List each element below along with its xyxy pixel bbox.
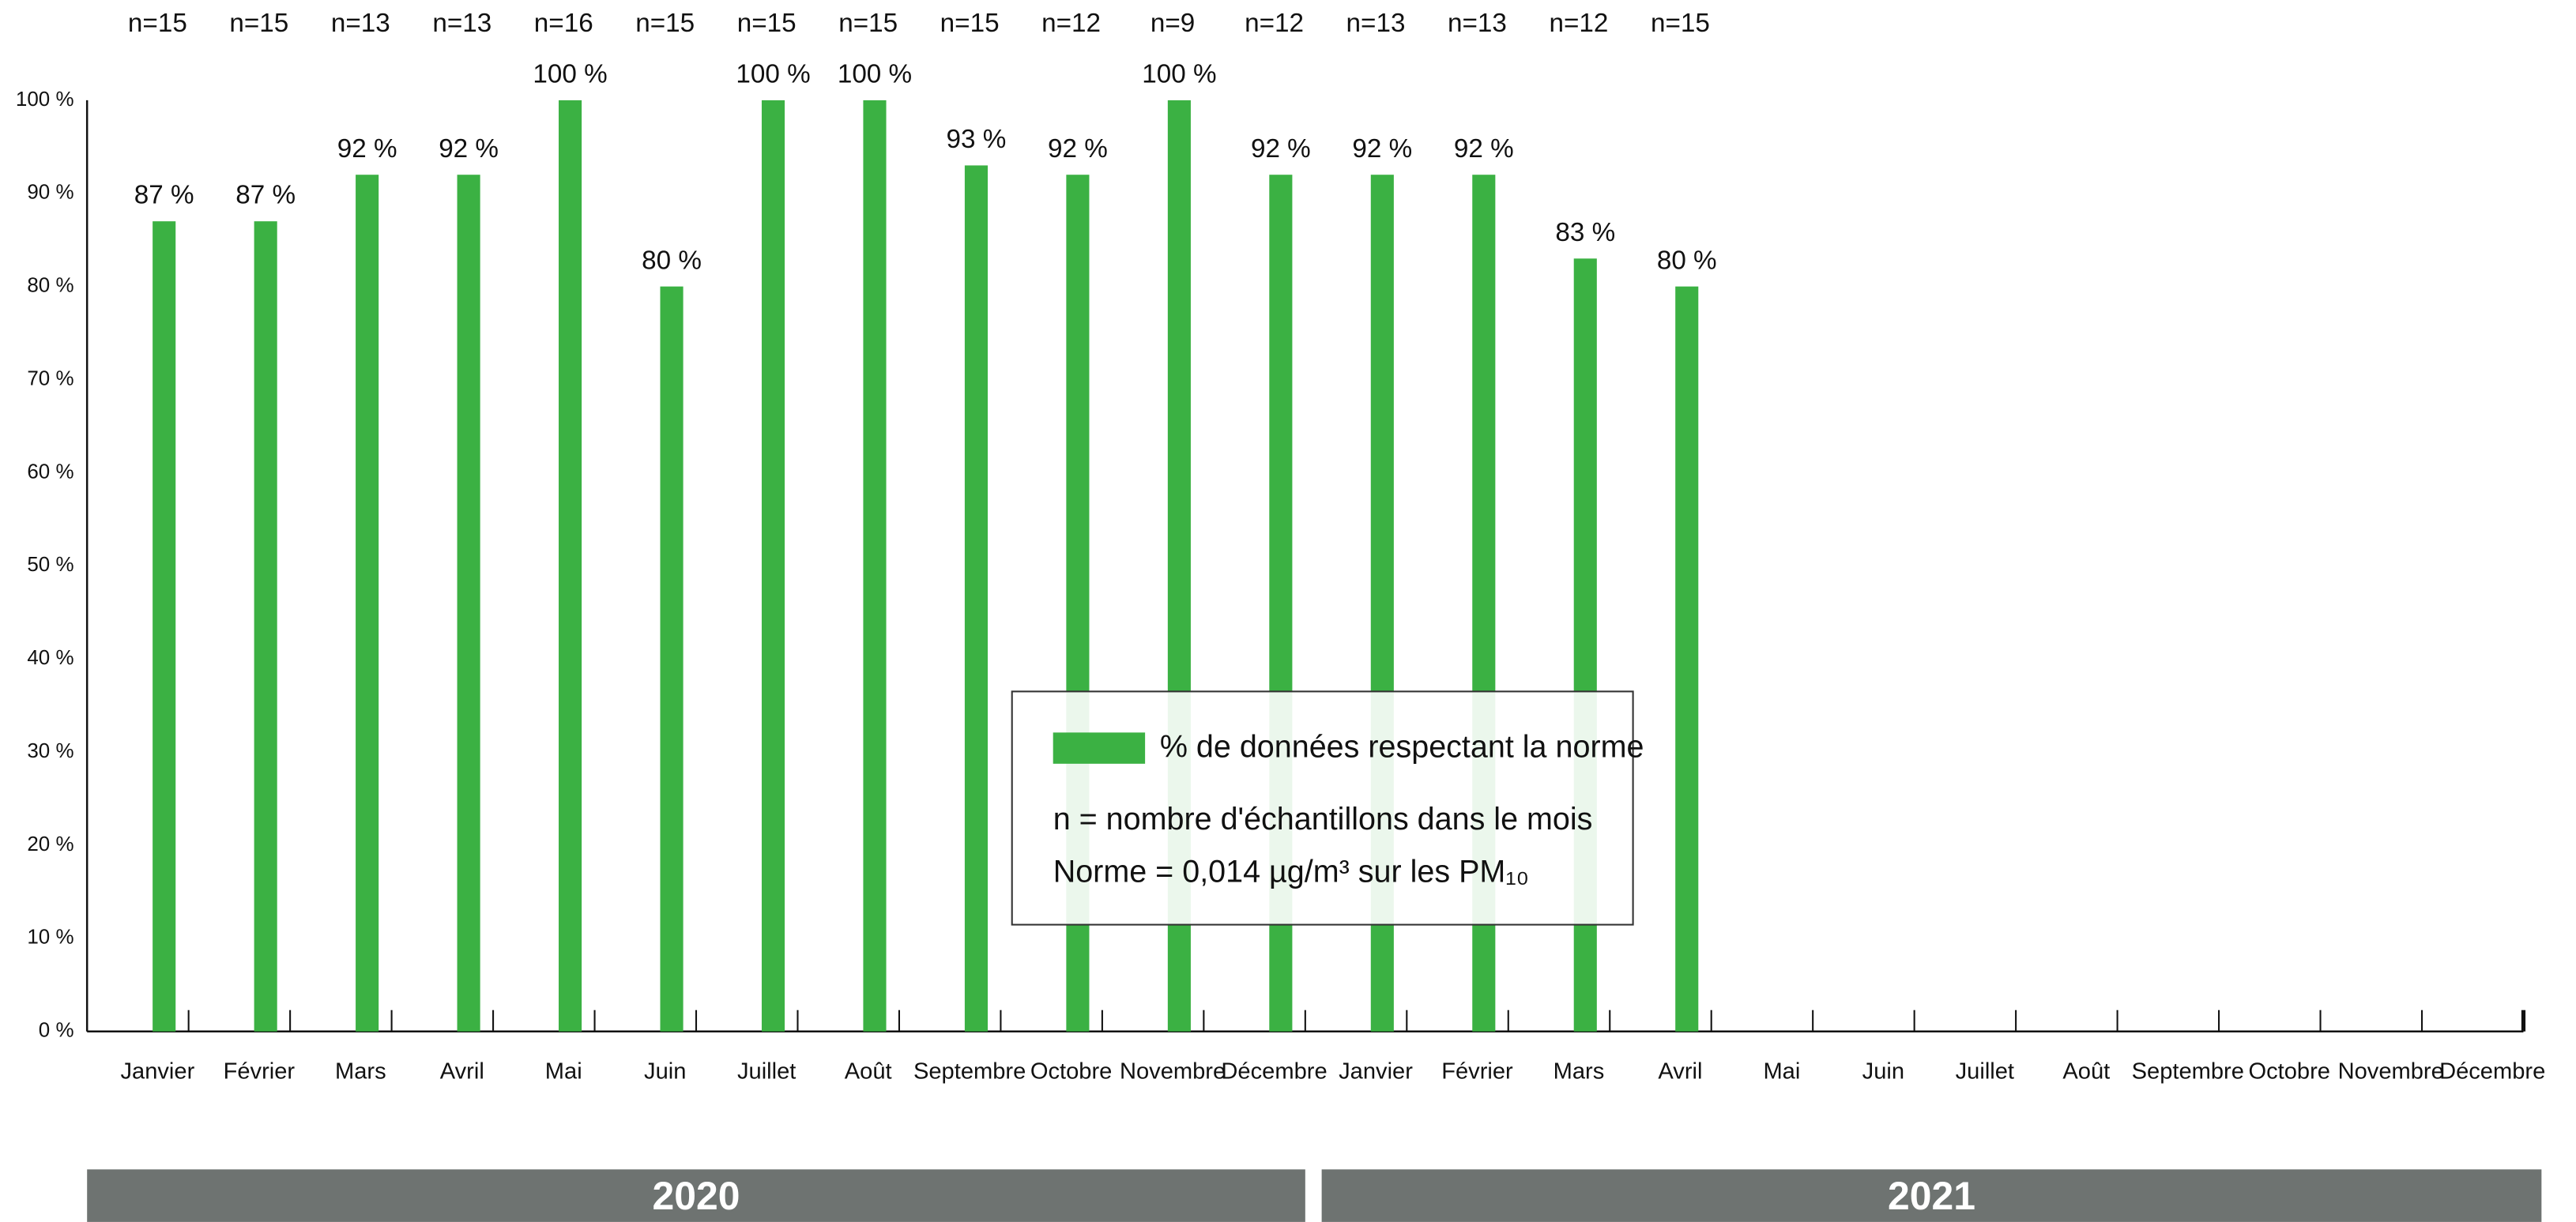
legend-label: % de données respectant la norme [1160, 730, 1644, 765]
x-tick-label: Avril [1658, 1058, 1702, 1084]
n-label: n=15 [1651, 9, 1710, 38]
legend-note: Norme = 0,014 µg/m³ sur les PM₁₀ [1053, 855, 1529, 889]
value-label: 92 % [1251, 134, 1311, 164]
bar [457, 175, 480, 1032]
n-label: n=15 [737, 9, 797, 38]
n-label: n=9 [1151, 9, 1195, 38]
x-tick-label: Août [2062, 1058, 2110, 1084]
y-tick-label: 100 % [16, 87, 74, 111]
x-tick-label: Septembre [2132, 1058, 2244, 1084]
value-label: 100 % [1142, 60, 1216, 89]
y-tick-label: 10 % [27, 925, 73, 949]
x-tick-label: Décembre [2439, 1058, 2545, 1084]
year-label: 2020 [653, 1174, 740, 1218]
y-tick-label: 40 % [27, 645, 73, 669]
x-tick-label: Juillet [737, 1058, 796, 1084]
x-tick-label: Septembre [913, 1058, 1026, 1084]
value-label: 100 % [533, 60, 607, 89]
x-tick-label: Janvier [1339, 1058, 1413, 1084]
x-tick-label: Mai [545, 1058, 582, 1084]
value-label: 92 % [1048, 134, 1108, 164]
n-label: n=13 [331, 9, 390, 38]
y-tick-label: 80 % [27, 273, 73, 297]
y-tick-label: 70 % [27, 366, 73, 389]
x-tick-label: Octobre [1030, 1058, 1113, 1084]
x-tick-label: Juillet [1956, 1058, 2014, 1084]
value-label: 92 % [439, 134, 499, 164]
value-label: 87 % [134, 181, 194, 210]
n-label: n=13 [1448, 9, 1507, 38]
value-label: 93 % [947, 125, 1007, 154]
x-tick-label: Mars [335, 1058, 386, 1084]
n-label: n=12 [1550, 9, 1609, 38]
y-tick-label: 50 % [27, 552, 73, 576]
bar [761, 100, 785, 1032]
x-tick-label: Mars [1554, 1058, 1605, 1084]
n-label: n=13 [1346, 9, 1406, 38]
value-label: 92 % [1352, 134, 1412, 164]
x-tick-label: Février [1441, 1058, 1513, 1084]
y-tick-label: 0 % [39, 1018, 74, 1042]
x-tick-label: Août [845, 1058, 892, 1084]
n-label: n=16 [534, 9, 593, 38]
bar [559, 100, 582, 1032]
y-tick-label: 30 % [27, 739, 73, 762]
value-label: 83 % [1555, 218, 1615, 247]
x-tick-label: Janvier [120, 1058, 194, 1084]
bar [356, 175, 379, 1032]
y-tick-label: 20 % [27, 832, 73, 855]
x-tick-label: Novembre [1120, 1058, 1226, 1084]
legend-box [1011, 690, 1634, 926]
x-tick-label: Novembre [2338, 1058, 2444, 1084]
n-label: n=15 [635, 9, 695, 38]
x-tick-label: Mai [1763, 1058, 1800, 1084]
n-label: n=15 [838, 9, 898, 38]
n-label: n=13 [432, 9, 491, 38]
x-tick-label: Juin [1862, 1058, 1904, 1084]
x-tick-label: Juin [644, 1058, 686, 1084]
x-tick-label: Décembre [1221, 1058, 1327, 1084]
bar [863, 100, 887, 1032]
value-label: 80 % [642, 246, 702, 275]
n-label: n=15 [128, 9, 187, 38]
x-tick-label: Octobre [2248, 1058, 2330, 1084]
n-label: n=15 [229, 9, 288, 38]
x-tick-label: Avril [440, 1058, 484, 1084]
bar [153, 221, 176, 1032]
x-tick-label: Février [224, 1058, 296, 1084]
value-label: 92 % [337, 134, 397, 164]
value-label: 87 % [235, 181, 296, 210]
bar [254, 221, 277, 1032]
legend-swatch [1053, 732, 1146, 764]
y-tick-label: 90 % [27, 180, 73, 204]
value-label: 100 % [838, 60, 912, 89]
legend-note: n = nombre d'échantillons dans le mois [1053, 802, 1593, 837]
bar [1675, 286, 1699, 1032]
year-band [87, 1169, 1305, 1222]
value-label: 92 % [1454, 134, 1514, 164]
n-label: n=12 [1041, 9, 1101, 38]
n-label: n=12 [1245, 9, 1304, 38]
bar [660, 286, 684, 1032]
n-label: n=15 [940, 9, 1000, 38]
value-label: 100 % [736, 60, 810, 89]
year-label: 2021 [1888, 1174, 1975, 1218]
value-label: 80 % [1657, 246, 1717, 275]
y-tick-label: 60 % [27, 459, 73, 483]
year-band [1321, 1169, 2542, 1222]
bar [964, 165, 989, 1032]
